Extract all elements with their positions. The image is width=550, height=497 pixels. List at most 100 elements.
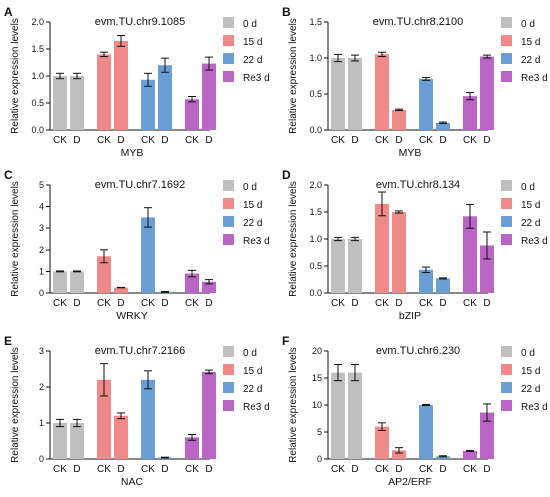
legend-label: 0 d <box>521 182 535 193</box>
x-tick-label: CK <box>53 135 67 146</box>
x-axis-label: AP2/ERF <box>388 476 432 488</box>
bar <box>114 287 128 293</box>
legend-label: Re3 d <box>243 402 270 413</box>
bar <box>480 412 494 459</box>
bar <box>419 269 433 293</box>
legend-swatch <box>501 53 512 64</box>
x-tick-label: CK <box>53 298 67 309</box>
bar <box>70 423 84 459</box>
x-tick-label: CK <box>463 135 477 146</box>
x-axis-label: WRKY <box>116 310 148 322</box>
y-tick-label: 0.0 <box>309 288 322 298</box>
bar <box>202 371 216 459</box>
bar <box>375 203 389 293</box>
legend-label: 15 d <box>521 200 540 211</box>
y-tick-label: 5 <box>39 180 44 190</box>
bar <box>463 96 477 130</box>
legend-label: 22 d <box>243 218 262 229</box>
panel-letter: C <box>4 168 13 182</box>
y-axis-label: Relative expression levels <box>10 181 21 297</box>
x-tick-label: D <box>205 298 212 309</box>
legend-swatch <box>223 216 234 227</box>
legend-label: Re3 d <box>243 73 270 84</box>
y-tick-label: 1.0 <box>31 71 44 81</box>
bar <box>392 212 406 293</box>
y-tick-label: 4 <box>39 202 44 212</box>
legend-label: 15 d <box>243 37 262 48</box>
legend-label: 22 d <box>243 55 262 66</box>
panel-letter: B <box>282 5 291 19</box>
bar <box>480 56 494 131</box>
bar <box>463 450 477 459</box>
x-tick-label: D <box>395 298 402 309</box>
bar <box>436 278 450 293</box>
legend-swatch <box>223 346 234 357</box>
x-tick-label: CK <box>97 135 111 146</box>
x-tick-label: CK <box>463 464 477 475</box>
y-tick-label: 2 <box>39 382 44 392</box>
x-tick-label: CK <box>185 135 199 146</box>
legend-swatch <box>223 382 234 393</box>
x-axis-label: MYB <box>121 147 144 159</box>
x-tick-label: CK <box>419 135 433 146</box>
bar <box>141 217 155 293</box>
legend-label: 0 d <box>243 348 257 359</box>
x-tick-label: D <box>117 135 124 146</box>
bar <box>392 450 406 459</box>
y-tick-label: 2.0 <box>31 17 44 27</box>
y-tick-label: 0.5 <box>309 89 322 99</box>
bar <box>97 54 111 130</box>
y-axis-label: Relative expression levels <box>10 18 21 134</box>
bar <box>114 40 128 130</box>
legend-label: 15 d <box>243 200 262 211</box>
bar <box>331 372 345 459</box>
y-tick-label: 0.0 <box>309 125 322 135</box>
legend-swatch <box>223 53 234 64</box>
y-tick-label: 0.0 <box>31 125 44 135</box>
bar <box>141 379 155 459</box>
x-tick-label: CK <box>53 464 67 475</box>
legend-label: 22 d <box>521 384 540 395</box>
bar <box>158 65 172 130</box>
bar <box>392 109 406 130</box>
y-tick-label: 0.5 <box>309 261 322 271</box>
x-axis-label: MYB <box>399 147 422 159</box>
y-tick-label: 1 <box>39 266 44 276</box>
bar <box>185 273 199 293</box>
chart-title: evm.TU.chr6.230 <box>376 345 460 357</box>
bar <box>348 58 362 130</box>
chart-title: evm.TU.chr7.1692 <box>95 179 185 191</box>
legend-label: 22 d <box>521 218 540 229</box>
x-tick-label: D <box>161 135 168 146</box>
x-tick-label: D <box>439 135 446 146</box>
y-tick-label: 0.5 <box>31 98 44 108</box>
bar <box>70 76 84 130</box>
legend-swatch <box>223 198 234 209</box>
bar <box>436 456 450 459</box>
x-tick-label: CK <box>419 298 433 309</box>
legend-swatch <box>501 382 512 393</box>
y-tick-label: 1.5 <box>309 17 322 27</box>
legend-swatch <box>501 180 512 191</box>
y-axis-label: Relative expression levels <box>288 18 299 134</box>
legend-label: 0 d <box>243 182 257 193</box>
legend-label: 15 d <box>521 366 540 377</box>
x-tick-label: CK <box>97 464 111 475</box>
x-tick-label: D <box>73 464 80 475</box>
x-tick-label: D <box>351 135 358 146</box>
x-axis-label: bZIP <box>399 310 421 322</box>
bar <box>185 99 199 130</box>
bar <box>436 122 450 130</box>
bar <box>348 239 362 293</box>
bar <box>202 63 216 130</box>
legend-swatch <box>501 35 512 46</box>
chart-title: evm.TU.chr7.2166 <box>95 345 185 357</box>
x-tick-label: D <box>395 135 402 146</box>
bar <box>97 256 111 293</box>
legend-swatch <box>223 71 234 82</box>
y-tick-label: 2.0 <box>309 180 322 190</box>
legend-label: Re3 d <box>243 236 270 247</box>
y-tick-label: 0 <box>39 454 44 464</box>
